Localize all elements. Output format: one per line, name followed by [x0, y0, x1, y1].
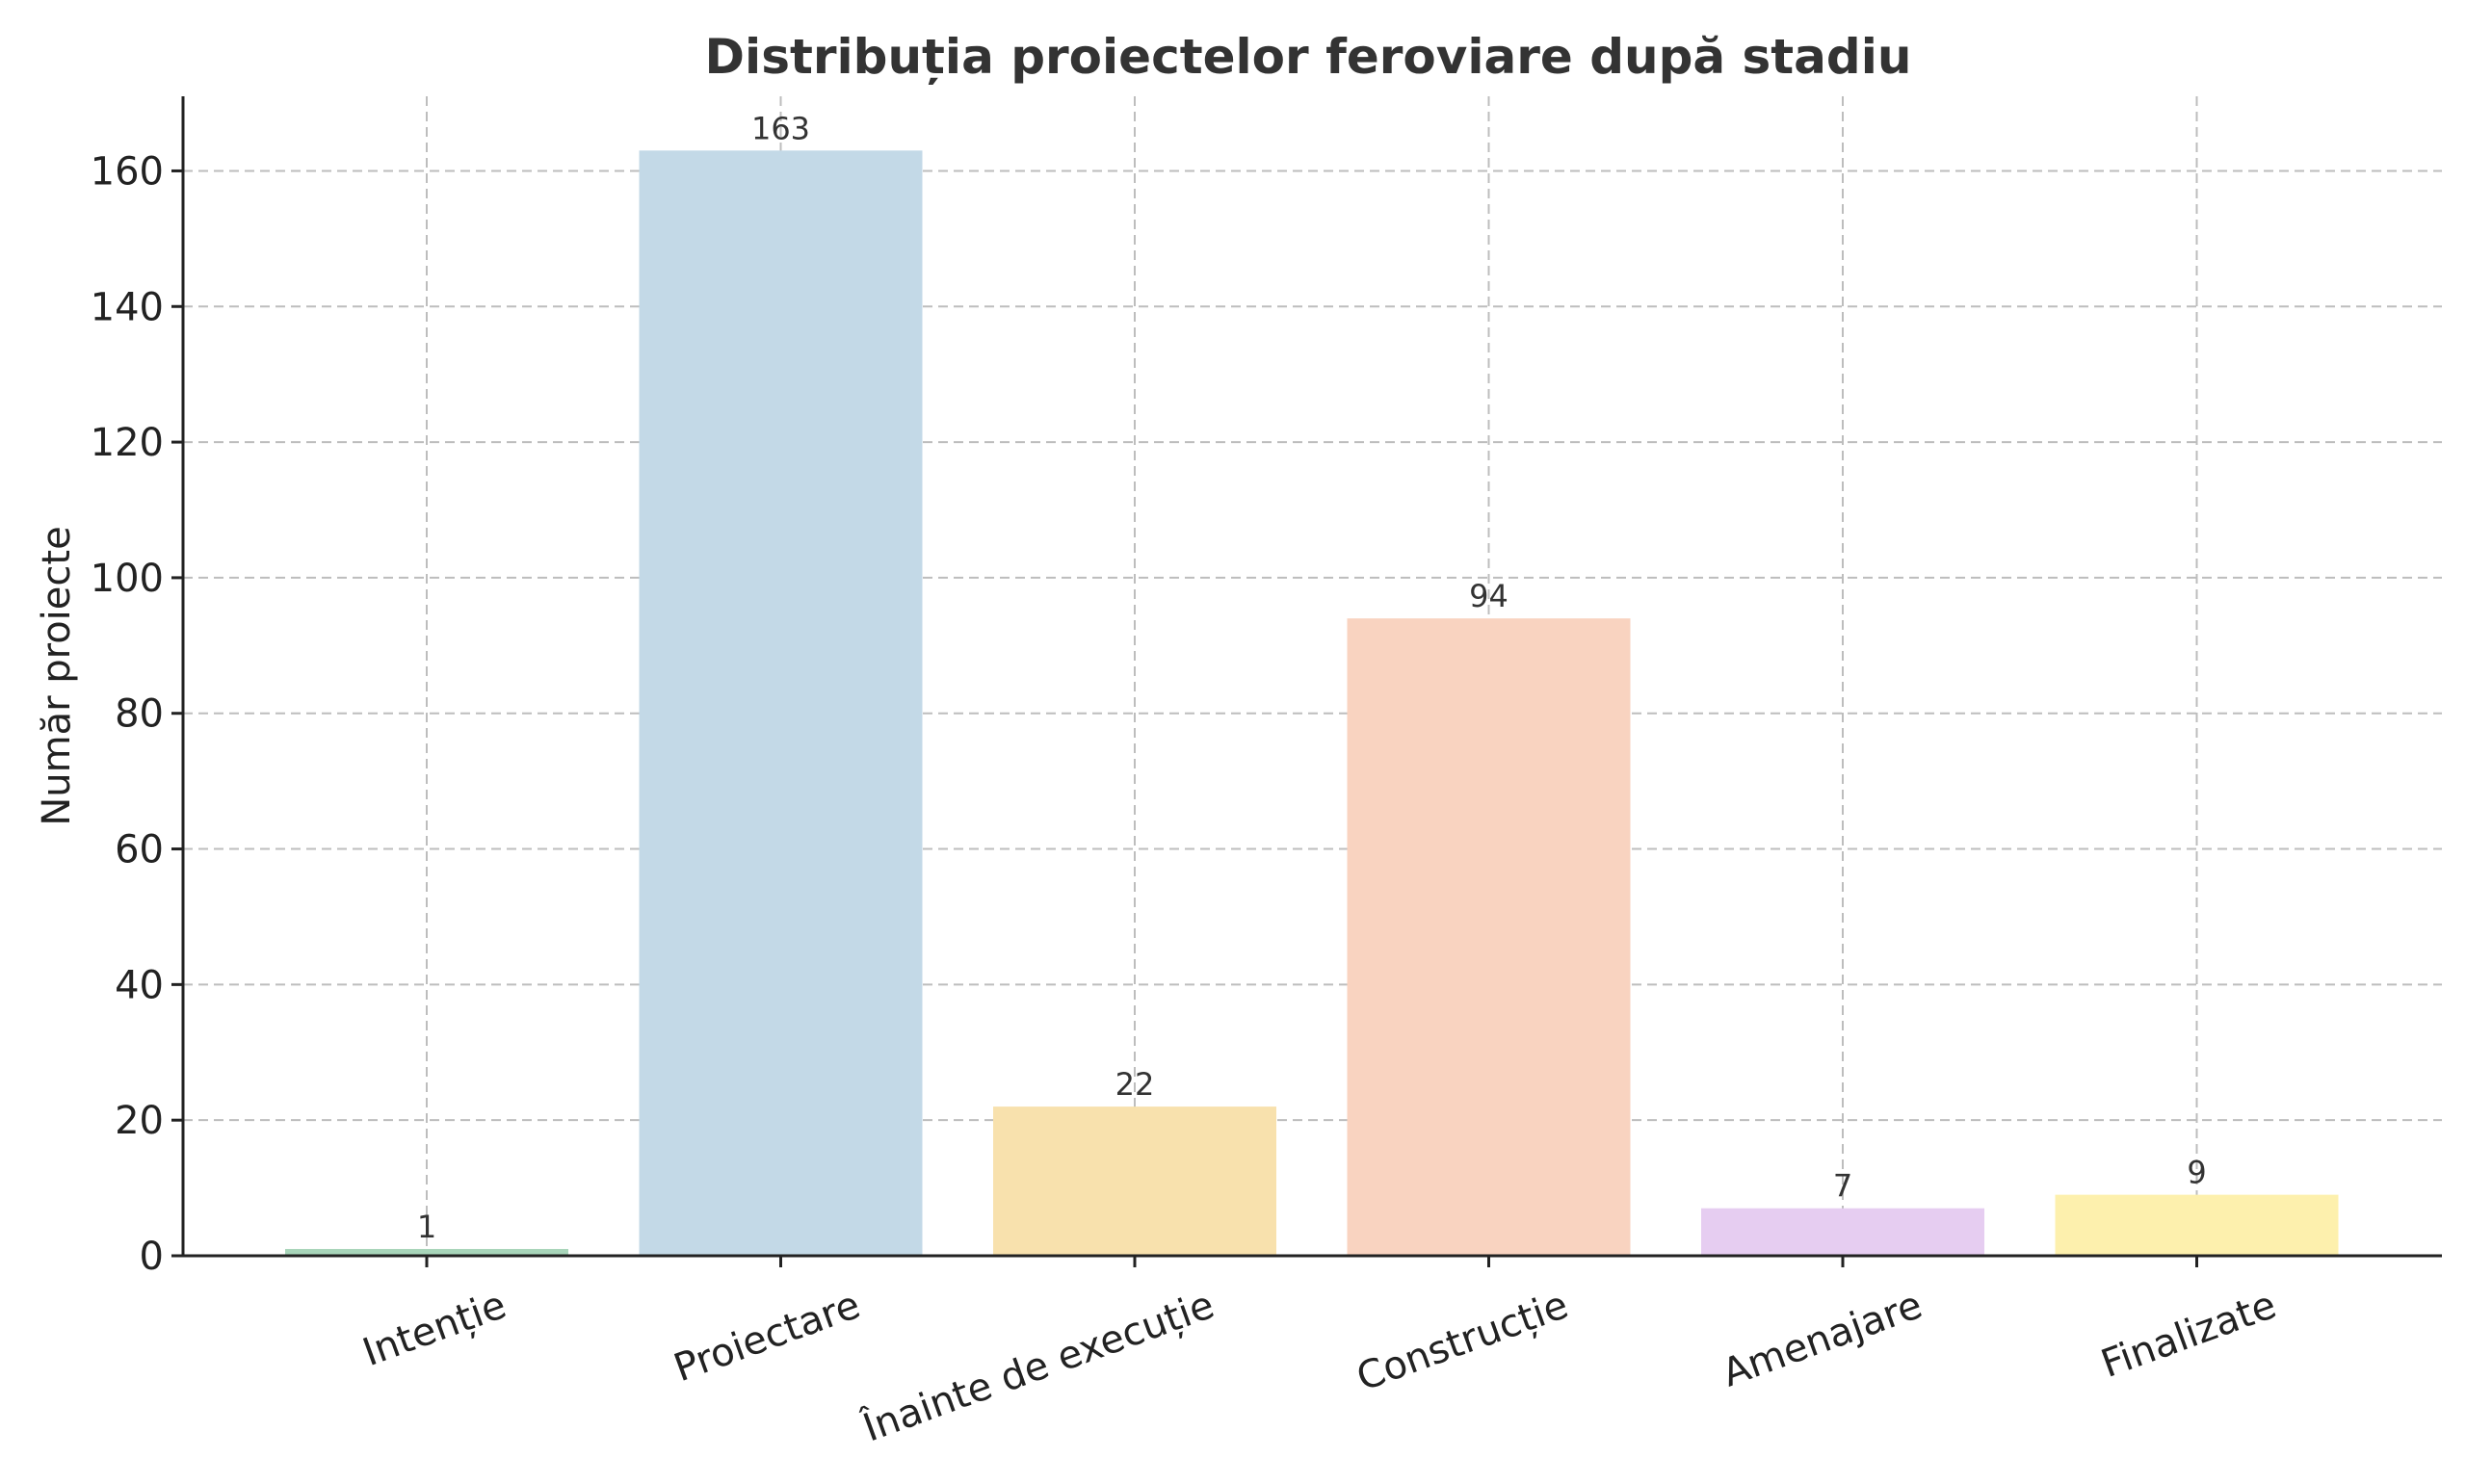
- y-tick-label: 0: [140, 1235, 164, 1279]
- bar-value-label: 1: [417, 1209, 436, 1245]
- bar-value-label: 7: [1833, 1168, 1852, 1205]
- bar-value-label: 9: [2187, 1155, 2206, 1191]
- bar: [639, 150, 923, 1256]
- y-tick-label: 120: [91, 421, 164, 465]
- x-tick-label: Proiectare: [669, 1283, 866, 1391]
- bar: [1347, 618, 1631, 1256]
- y-tick-label: 20: [115, 1099, 164, 1143]
- x-tick-label: Construcție: [1351, 1283, 1574, 1400]
- y-tick-label: 80: [115, 692, 164, 737]
- y-tick-label: 160: [91, 149, 164, 194]
- chart-title: Distribuția proiectelor feroviare după s…: [705, 29, 1912, 85]
- y-axis-label: Număr proiecte: [35, 526, 79, 825]
- bar-value-label: 22: [1115, 1066, 1155, 1103]
- x-tick-label: Înainte de execuție: [856, 1281, 1220, 1451]
- x-tick-label: Intenție: [357, 1283, 512, 1375]
- bar: [2055, 1194, 2339, 1256]
- y-tick-label: 60: [115, 828, 164, 872]
- y-tick-label: 100: [91, 557, 164, 601]
- bar: [1701, 1208, 1984, 1256]
- bar-value-label: 94: [1469, 578, 1508, 614]
- axis-layer: [171, 96, 2442, 1267]
- x-tick-label: Finalizate: [2095, 1283, 2281, 1387]
- grid-layer: [183, 96, 2442, 1257]
- y-tick-label: 40: [115, 963, 164, 1007]
- bars-layer: [285, 150, 2339, 1256]
- bar: [285, 1248, 568, 1256]
- y-tick-label: 140: [91, 285, 164, 329]
- x-tick-label: Amenajare: [1717, 1283, 1928, 1395]
- bar-value-label: 163: [751, 110, 810, 146]
- bar: [993, 1106, 1276, 1256]
